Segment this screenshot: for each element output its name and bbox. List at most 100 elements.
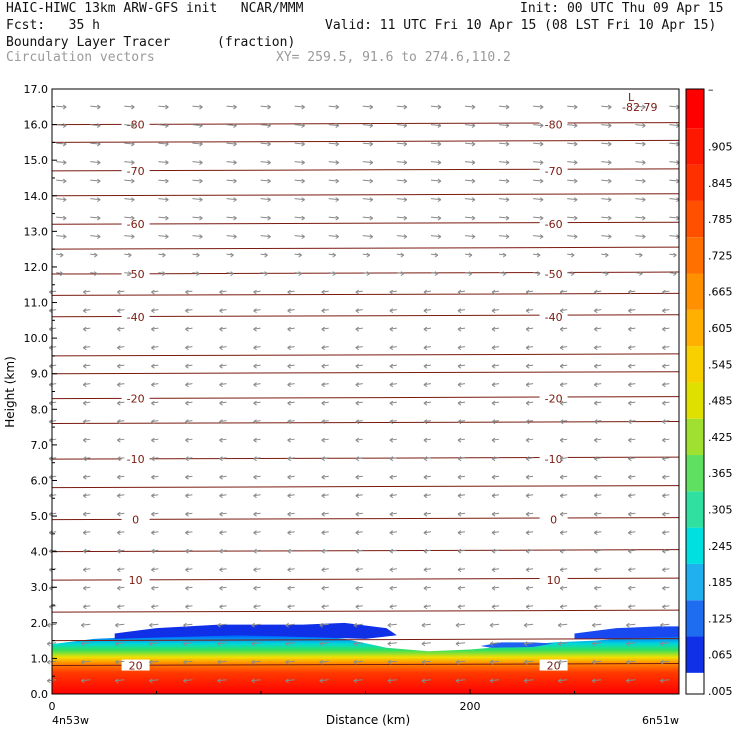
circulation-vector bbox=[124, 105, 135, 108]
circulation-vector-head bbox=[525, 382, 530, 388]
circulation-vector-head bbox=[287, 419, 291, 425]
circulation-vector-head bbox=[287, 326, 291, 332]
circulation-vector-head bbox=[355, 511, 360, 517]
circulation-vector-head bbox=[332, 271, 336, 277]
colorbar-band bbox=[686, 89, 704, 129]
circulation-vector bbox=[423, 346, 431, 349]
circulation-vector-head bbox=[321, 530, 325, 536]
circulation-vector-head bbox=[285, 622, 289, 628]
circulation-vector-head bbox=[251, 678, 255, 684]
circulation-vector bbox=[253, 401, 261, 404]
circulation-vector-head bbox=[251, 641, 255, 647]
circulation-vector-head bbox=[82, 530, 87, 536]
circulation-vector-head bbox=[233, 215, 237, 221]
circulation-vector bbox=[117, 586, 125, 589]
circulation-vector bbox=[124, 142, 135, 145]
circulation-vector bbox=[321, 512, 329, 515]
circulation-vector bbox=[387, 642, 397, 645]
circulation-vector-head bbox=[505, 141, 510, 147]
circulation-vector bbox=[455, 679, 466, 682]
circulation-vector-head bbox=[591, 659, 596, 665]
circulation-vector bbox=[560, 512, 568, 515]
circulation-vector-head bbox=[253, 456, 257, 462]
circulation-vector bbox=[499, 216, 510, 219]
circulation-vector-head bbox=[321, 474, 325, 480]
circulation-vector bbox=[526, 438, 534, 441]
circulation-vector bbox=[185, 364, 193, 367]
circulation-vector-head bbox=[59, 271, 64, 277]
contour-label-bg bbox=[121, 118, 150, 130]
circulation-vector-head bbox=[525, 419, 530, 425]
circulation-vector-head bbox=[287, 382, 291, 388]
y-axis-title: Height (km) bbox=[3, 356, 17, 427]
circulation-vector bbox=[219, 512, 227, 515]
init-time: Init: 00 UTC Thu 09 Apr 15 bbox=[520, 1, 724, 16]
circulation-vector-head bbox=[117, 511, 121, 517]
circulation-vector bbox=[192, 179, 203, 182]
circulation-vector-head bbox=[491, 511, 496, 517]
circulation-vector bbox=[389, 290, 397, 293]
colorbar-tick-label: .545 bbox=[708, 358, 733, 371]
circulation-vector-head bbox=[253, 567, 257, 573]
circulation-vector-head bbox=[196, 252, 200, 258]
circulation-vector bbox=[287, 438, 295, 441]
circulation-vector-head bbox=[489, 641, 494, 647]
circulation-vector bbox=[628, 383, 636, 386]
circulation-vector bbox=[533, 179, 544, 182]
circulation-vector-head bbox=[185, 511, 189, 517]
circulation-vector bbox=[158, 124, 169, 127]
circulation-vector-head bbox=[335, 104, 339, 110]
circulation-vector-head bbox=[253, 585, 257, 591]
circulation-vector bbox=[526, 457, 534, 460]
contour-label-bg bbox=[539, 218, 568, 230]
circulation-vector bbox=[601, 105, 612, 108]
circulation-vector bbox=[491, 568, 500, 571]
circulation-vector-head bbox=[662, 474, 666, 480]
circulation-vector bbox=[594, 290, 602, 293]
circulation-vector-head bbox=[491, 530, 496, 536]
circulation-vector bbox=[49, 512, 57, 515]
circulation-vector bbox=[260, 105, 271, 108]
circulation-vector bbox=[226, 235, 237, 238]
circulation-vector bbox=[526, 401, 534, 404]
circulation-vector-head bbox=[491, 363, 496, 369]
circulation-vector-head bbox=[82, 308, 87, 314]
circulation-vector bbox=[117, 568, 125, 571]
circulation-vector bbox=[628, 309, 636, 312]
circulation-vector bbox=[594, 309, 602, 312]
circulation-vector bbox=[628, 586, 636, 589]
circulation-vector-head bbox=[573, 123, 578, 129]
y-tick-label: 16.0 bbox=[24, 119, 49, 132]
temperature-contour bbox=[51, 246, 680, 250]
colorbar-tick-label: .365 bbox=[708, 467, 733, 480]
circulation-vector-head bbox=[628, 604, 632, 610]
circulation-vector-head bbox=[457, 345, 462, 351]
circulation-vector-head bbox=[559, 474, 564, 480]
circulation-vector bbox=[635, 142, 646, 145]
circulation-vector-head bbox=[151, 474, 155, 480]
circulation-vector-head bbox=[149, 622, 153, 628]
circulation-vector bbox=[560, 438, 568, 441]
colorbar-tick-label: .005 bbox=[708, 685, 733, 698]
circulation-vector-head bbox=[230, 271, 234, 277]
circulation-vector bbox=[117, 309, 125, 312]
circulation-vector-head bbox=[505, 160, 510, 166]
circulation-vector bbox=[601, 142, 612, 145]
circulation-vector bbox=[183, 660, 193, 663]
contour-label-bg bbox=[121, 268, 150, 280]
circulation-vector-head bbox=[117, 530, 121, 536]
circulation-vector-head bbox=[165, 197, 169, 203]
circulation-vector bbox=[83, 457, 91, 460]
circulation-vector-head bbox=[628, 289, 632, 295]
circulation-vector-head bbox=[369, 178, 374, 184]
circulation-vector bbox=[253, 420, 261, 423]
circulation-vector-head bbox=[185, 289, 189, 295]
circulation-vector bbox=[662, 475, 670, 478]
circulation-vector bbox=[49, 494, 57, 497]
circulation-vector-head bbox=[165, 123, 169, 129]
circulation-vector bbox=[83, 568, 91, 571]
contour-label-bg bbox=[539, 392, 568, 404]
circulation-vector bbox=[430, 161, 441, 164]
circulation-vector-head bbox=[593, 567, 598, 573]
circulation-vector-head bbox=[573, 141, 578, 147]
